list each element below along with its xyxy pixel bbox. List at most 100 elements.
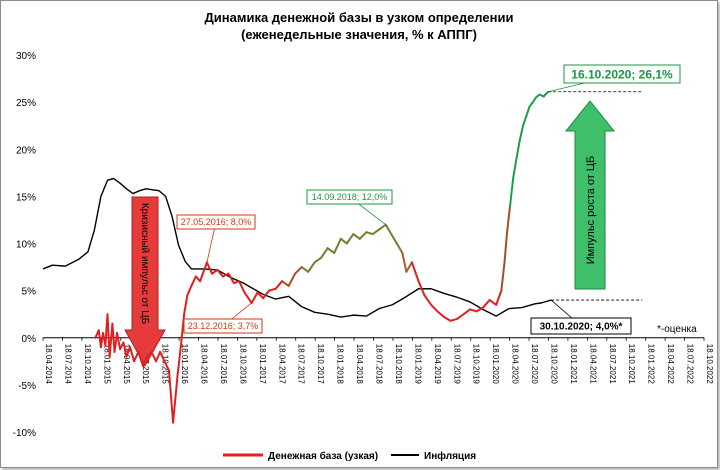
annotation-box <box>176 214 256 230</box>
series-money-base-segment <box>410 261 420 283</box>
series-money-base-segment <box>190 275 197 287</box>
x-tick-label: 18.10.2022 <box>705 344 714 385</box>
series-money-base-segment <box>256 291 265 300</box>
series-money-base-segment <box>216 268 224 278</box>
series-money-base-segment <box>525 105 531 118</box>
series-money-base-segment <box>449 317 459 322</box>
series-money-base-segment <box>307 261 316 273</box>
series-money-base-segment <box>358 231 368 240</box>
series-money-base-segment <box>339 237 348 245</box>
series-money-base-segment <box>129 346 136 363</box>
series-money-base-segment <box>146 350 153 358</box>
y-axis: -10% -5% 0% 5% 10% 15% 20% 25% 30% <box>13 51 36 439</box>
x-tick-label: 18.04.2018 <box>355 344 364 385</box>
annotation-box <box>563 64 681 84</box>
x-tick-label: 18.07.2017 <box>297 344 306 385</box>
series-money-base-segment <box>512 157 518 179</box>
y-tick-label: -10% <box>13 428 36 439</box>
y-tick-label: 20% <box>16 145 36 156</box>
series-money-base-segment <box>482 299 491 309</box>
y-tick-label: 5% <box>22 287 37 298</box>
series-money-base-segment <box>405 261 413 273</box>
x-tick-label: 18.01.2019 <box>413 344 422 385</box>
y-tick-label: 25% <box>16 98 36 109</box>
x-tick-label: 18.07.2019 <box>452 344 461 385</box>
series-money-base-segment <box>122 341 128 358</box>
x-tick-label: 18.10.2016 <box>238 344 247 385</box>
series-money-base-segment <box>515 138 521 160</box>
x-tick-label: 18.07.2021 <box>608 344 617 385</box>
legend-label-money-base: Денежная база (узкая) <box>268 450 378 462</box>
crisis-arrow <box>124 196 166 368</box>
series-money-base-segment <box>503 233 508 264</box>
x-tick-label: 18.01.2022 <box>647 344 656 385</box>
series-money-base-segment <box>384 223 393 236</box>
series-money-base-segment <box>456 313 465 320</box>
y-tick-label: 30% <box>16 51 36 62</box>
x-tick-label: 18.10.2017 <box>316 344 325 385</box>
annotation-box <box>530 317 632 335</box>
series-money-base-segment <box>294 266 303 275</box>
series-money-base-segment <box>522 115 528 127</box>
x-tick-label: 18.01.2020 <box>491 344 500 385</box>
series-money-base-segment <box>281 280 290 287</box>
x-tick-label: 18.10.2014 <box>83 344 92 385</box>
series-layer <box>42 90 552 424</box>
x-tick-label: 18.07.2018 <box>375 344 384 385</box>
series-money-base-segment <box>142 355 149 368</box>
chart-title: Динамика денежной базы в узком определен… <box>205 10 514 25</box>
annotation-label: 23.12.2016; 3,7% <box>188 321 259 331</box>
series-money-base-segment <box>333 237 342 254</box>
series-money-base-segment <box>150 350 158 363</box>
series-money-base-segment <box>172 374 179 424</box>
series-money-base-segment <box>287 272 297 287</box>
annotation-box <box>306 189 393 205</box>
x-tick-label: 18.04.2017 <box>277 344 286 385</box>
series-money-base-segment <box>211 268 219 275</box>
x-tick-label: 18.10.2020 <box>549 344 558 385</box>
chart-subtitle: (еженедельные значения, % к АППГ) <box>241 27 477 42</box>
x-tick-label: 18.01.2016 <box>180 344 189 385</box>
series-money-base-segment <box>488 299 498 306</box>
series-money-base-segment <box>505 204 512 236</box>
annotation-label: 30.10.2020; 4,0%* <box>540 322 623 333</box>
series-money-base-segment <box>469 308 478 313</box>
series-money-base-segment <box>495 289 503 306</box>
series-money-base-segment <box>320 247 329 259</box>
series-money-base-segment <box>250 291 259 304</box>
series-money-base-segment <box>518 124 525 141</box>
series-money-base-segment <box>313 256 323 264</box>
series-money-base-segment <box>186 284 193 297</box>
growth-arrow <box>564 100 616 290</box>
legend-label-inflation: Инфляция <box>424 450 476 462</box>
series-money-base-segment <box>542 90 550 98</box>
series-money-base-segment <box>378 223 387 231</box>
series-money-base-segment <box>238 280 246 294</box>
annotations-layer: 27.05.2016; 8,0% 23.12.2016; 3,7% 14.09.20… <box>176 64 697 335</box>
x-tick-label: 18.04.2022 <box>666 344 675 385</box>
annotation-note: *-оценка <box>657 324 697 335</box>
y-tick-label: 0% <box>22 334 37 345</box>
annotation-label: 27.05.2016; 8,0% <box>181 217 252 227</box>
series-money-base-segment <box>116 332 122 351</box>
series-money-base-segment <box>133 350 140 363</box>
series-money-base-segment <box>423 294 433 306</box>
series-money-base-segment <box>500 261 506 292</box>
annotation-label: 16.10.2020; 26,1% <box>571 67 673 81</box>
series-money-base-segment <box>436 310 446 319</box>
series-money-base-segment <box>443 316 452 322</box>
x-tick-label: 18.04.2021 <box>588 344 597 385</box>
x-tick-label: 18.07.2016 <box>219 344 228 385</box>
x-tick-label: 18.01.2018 <box>336 344 345 385</box>
annotation-box <box>183 318 263 334</box>
x-tick-label: 18.01.2017 <box>258 344 267 385</box>
series-money-base-segment <box>300 266 310 273</box>
x-tick-label: 18.07.2022 <box>686 344 695 385</box>
series-inflation-line <box>42 177 552 318</box>
series-money-base-segment <box>268 287 277 292</box>
series-money-base-segment <box>221 272 230 278</box>
series-money-base-segment <box>475 306 485 313</box>
series-money-base-segment <box>274 280 284 290</box>
